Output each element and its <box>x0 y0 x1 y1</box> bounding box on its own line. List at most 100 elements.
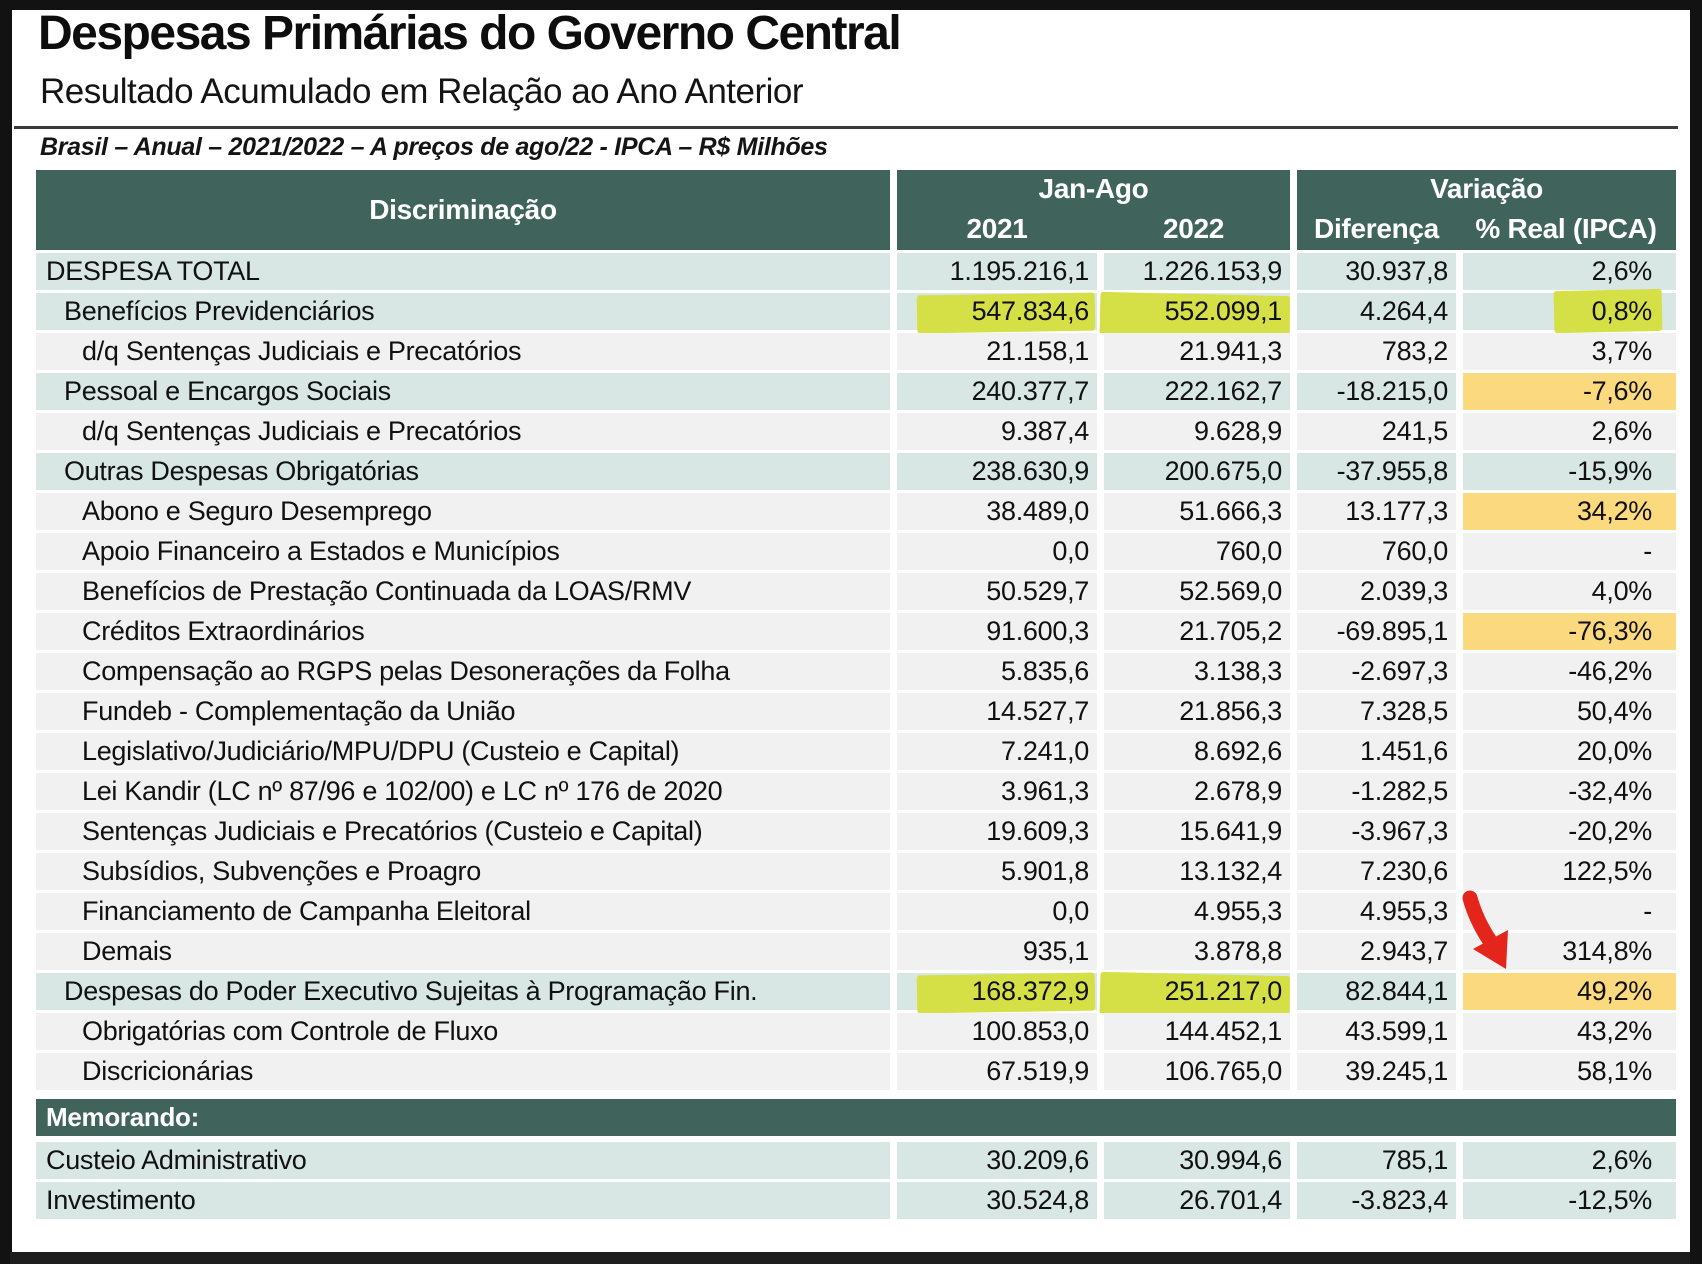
header-2021: 2021 <box>890 208 1097 253</box>
table-body: DESPESA TOTAL 1.195.216,1 1.226.153,9 30.93… <box>36 253 1676 1222</box>
cell-pct: 2,6% <box>1456 253 1676 293</box>
cell-pct: -76,3% <box>1456 613 1676 653</box>
table-row: Custeio Administrativo 30.209,6 30.994,6 78… <box>36 1142 1676 1182</box>
cell-2021: 3.961,3 <box>890 773 1097 813</box>
cell-diferenca: -69.895,1 <box>1290 613 1456 653</box>
cell-diferenca: 785,1 <box>1290 1142 1456 1182</box>
cell-2022: 1.226.153,9 <box>1097 253 1290 293</box>
memorando-label: Memorando: <box>36 1093 1676 1142</box>
cell-2022: 144.452,1 <box>1097 1013 1290 1053</box>
cell-2022: 552.099,1 <box>1097 291 1291 340</box>
cell-pct: 2,6% <box>1456 413 1676 453</box>
page-frame-bottom <box>10 1252 1690 1264</box>
cell-2022: 2.678,9 <box>1097 773 1290 813</box>
cell-pct: -15,9% <box>1456 453 1676 493</box>
cell-diferenca: 30.937,8 <box>1290 253 1456 293</box>
cell-2022: 13.132,4 <box>1097 853 1290 893</box>
header-diferenca: Diferença <box>1290 208 1456 253</box>
cell-2021: 1.195.216,1 <box>890 253 1097 293</box>
table-row: Lei Kandir (LC nº 87/96 e 102/00) e LC n… <box>36 773 1676 813</box>
cell-2021: 5.835,6 <box>890 653 1097 693</box>
row-label: Subsídios, Subvenções e Proagro <box>36 853 890 893</box>
cell-pct: -7,6% <box>1456 373 1676 413</box>
cell-2022: 15.641,9 <box>1097 813 1290 853</box>
table-row: DESPESA TOTAL 1.195.216,1 1.226.153,9 30.93… <box>36 253 1676 293</box>
cell-2021: 14.527,7 <box>890 693 1097 733</box>
cell-diferenca: 1.451,6 <box>1290 733 1456 773</box>
cell-diferenca: -1.282,5 <box>1290 773 1456 813</box>
cell-2022: 30.994,6 <box>1097 1142 1290 1182</box>
row-label: Lei Kandir (LC nº 87/96 e 102/00) e LC n… <box>36 773 890 813</box>
cell-diferenca: 43.599,1 <box>1290 1013 1456 1053</box>
cell-2021: 7.241,0 <box>890 733 1097 773</box>
row-label: Custeio Administrativo <box>36 1142 890 1182</box>
table-row: Compensação ao RGPS pelas Desonerações d… <box>36 653 1676 693</box>
row-label: DESPESA TOTAL <box>36 253 890 293</box>
memorando-band: Memorando: <box>36 1093 1676 1142</box>
cell-2022: 21.856,3 <box>1097 693 1290 733</box>
header-variacao: Variação <box>1290 170 1676 208</box>
cell-2021: 91.600,3 <box>890 613 1097 653</box>
table-row: Legislativo/Judiciário/MPU/DPU (Custeio … <box>36 733 1676 773</box>
cell-diferenca: -18.215,0 <box>1290 373 1456 413</box>
cell-pct: - <box>1456 893 1676 933</box>
cell-2022: 200.675,0 <box>1097 453 1290 493</box>
table-row: Investimento 30.524,8 26.701,4 -3.823,4 -12,… <box>36 1182 1676 1222</box>
cell-2021: 547.834,6 <box>890 292 1097 334</box>
table-row: Abono e Seguro Desemprego 38.489,0 51.666,… <box>36 493 1676 533</box>
cell-pct: 50,4% <box>1456 693 1676 733</box>
row-label: Despesas do Poder Executivo Sujeitas à P… <box>36 973 890 1013</box>
table-row: Pessoal e Encargos Sociais 240.377,7 222.1… <box>36 373 1676 413</box>
cell-2021: 38.489,0 <box>890 493 1097 533</box>
header-2022: 2022 <box>1097 208 1290 253</box>
cell-diferenca: 82.844,1 <box>1290 973 1456 1013</box>
page-title: Despesas Primárias do Governo Central <box>38 7 902 60</box>
cell-pct: -12,5% <box>1456 1182 1676 1222</box>
cell-2022: 251.217,0 <box>1097 971 1291 1020</box>
cell-2022: 52.569,0 <box>1097 573 1290 613</box>
cell-pct: 2,6% <box>1456 1142 1676 1182</box>
row-label: Sentenças Judiciais e Precatórios (Custe… <box>36 813 890 853</box>
table-row: Benefícios de Prestação Continuada da LO… <box>36 573 1676 613</box>
table-row: Apoio Financeiro a Estados e Municípios 0… <box>36 533 1676 573</box>
cell-2021: 21.158,1 <box>890 333 1097 373</box>
cell-pct: 4,0% <box>1456 573 1676 613</box>
cell-diferenca: 7.230,6 <box>1290 853 1456 893</box>
cell-2022: 760,0 <box>1097 533 1290 573</box>
cell-diferenca: 783,2 <box>1290 333 1456 373</box>
cell-pct: -20,2% <box>1456 813 1676 853</box>
row-label: Demais <box>36 933 890 973</box>
cell-diferenca: 241,5 <box>1290 413 1456 453</box>
cell-pct: -46,2% <box>1456 653 1676 693</box>
cell-2022: 21.705,2 <box>1097 613 1290 653</box>
expenses-table: Discriminação Jan-Ago Variação 2021 2022… <box>36 170 1676 1222</box>
cell-2022: 51.666,3 <box>1097 493 1290 533</box>
cell-diferenca: 4.264,4 <box>1290 293 1456 333</box>
row-label: Benefícios de Prestação Continuada da LO… <box>36 573 890 613</box>
cell-2022: 3.878,8 <box>1097 933 1290 973</box>
table-row: Fundeb - Complementação da União 14.527,7… <box>36 693 1676 733</box>
row-label: d/q Sentenças Judiciais e Precatórios <box>36 333 890 373</box>
table-row: Discricionárias 67.519,9 106.765,0 39.245,1… <box>36 1053 1676 1093</box>
page-frame-top <box>0 0 1702 10</box>
cell-diferenca: 760,0 <box>1290 533 1456 573</box>
cell-pct: 314,8% <box>1456 933 1676 973</box>
table-row: Sentenças Judiciais e Precatórios (Custe… <box>36 813 1676 853</box>
table-row: Outras Despesas Obrigatórias 238.630,9 200… <box>36 453 1676 493</box>
cell-2021: 50.529,7 <box>890 573 1097 613</box>
table-row: d/q Sentenças Judiciais e Precatórios 9.3… <box>36 413 1676 453</box>
cell-pct: -32,4% <box>1456 773 1676 813</box>
cell-pct: 49,2% <box>1456 973 1676 1013</box>
cell-diferenca: -2.697,3 <box>1290 653 1456 693</box>
cell-2021: 19.609,3 <box>890 813 1097 853</box>
row-label: Discricionárias <box>36 1053 890 1093</box>
row-label: Obrigatórias com Controle de Fluxo <box>36 1013 890 1053</box>
title-separator <box>14 126 1678 129</box>
cell-2022: 4.955,3 <box>1097 893 1290 933</box>
cell-2021: 0,0 <box>890 893 1097 933</box>
cell-2021: 9.387,4 <box>890 413 1097 453</box>
cell-diferenca: 4.955,3 <box>1290 893 1456 933</box>
row-label: Créditos Extraordinários <box>36 613 890 653</box>
row-label: Compensação ao RGPS pelas Desonerações d… <box>36 653 890 693</box>
cell-pct: 3,7% <box>1456 333 1676 373</box>
